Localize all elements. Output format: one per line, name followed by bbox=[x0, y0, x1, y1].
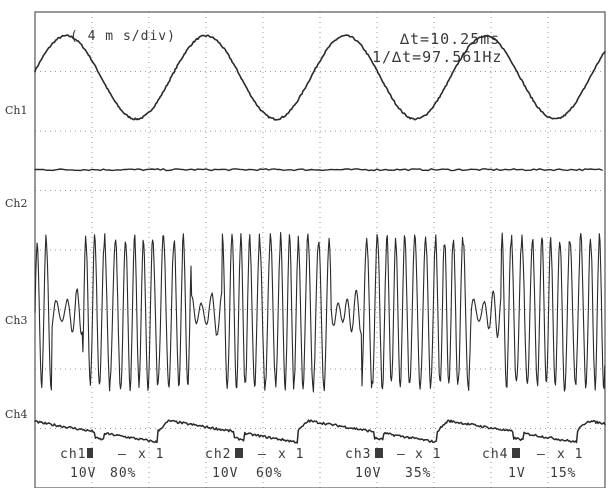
traces bbox=[34, 34, 606, 444]
ch3-probe: x 1 bbox=[415, 447, 441, 462]
ch3-volts-div: 10V bbox=[355, 466, 381, 481]
ch1-position: 80% bbox=[110, 466, 136, 481]
ch2-volts-div: 10V bbox=[212, 466, 238, 481]
ch4-coupling: – bbox=[537, 447, 546, 462]
ch3-coupling: – bbox=[397, 447, 406, 462]
ch2-marker-icon bbox=[235, 448, 243, 458]
trace-ch4 bbox=[34, 419, 606, 444]
ch2-settings: ch2 – x 1 10V 60% bbox=[205, 447, 304, 481]
channel-label-ch4: Ch4 bbox=[5, 408, 28, 421]
channel-label-ch1: Ch1 bbox=[5, 104, 28, 117]
trace-ch3 bbox=[34, 232, 606, 393]
ch4-settings: ch4 – x 1 1V 15% bbox=[482, 447, 583, 481]
channel-label-ch2: Ch2 bbox=[5, 197, 28, 210]
ch1-marker-icon bbox=[87, 448, 93, 458]
ch4-marker-icon bbox=[512, 448, 520, 458]
ch1-settings: ch1 – x 1 10V 80% bbox=[60, 447, 164, 481]
ch4-id: ch4 bbox=[482, 447, 508, 462]
timebase-readout: ( 4 m s/div) bbox=[70, 29, 176, 44]
channel-settings: ch1 – x 1 10V 80% ch2 – x 1 10V 60% ch3 … bbox=[60, 447, 583, 481]
ch1-coupling: – bbox=[118, 447, 127, 462]
trace-ch2 bbox=[34, 168, 603, 172]
ch3-id: ch3 bbox=[345, 447, 371, 462]
ch3-settings: ch3 – x 1 10V 35% bbox=[345, 447, 441, 481]
inverse-delta-t-readout: 1/∆t=97.561Hz bbox=[372, 48, 502, 66]
ch4-position: 15% bbox=[550, 466, 576, 481]
ch2-position: 60% bbox=[256, 466, 282, 481]
ch2-coupling: – bbox=[258, 447, 267, 462]
ch2-probe: x 1 bbox=[278, 447, 304, 462]
ch1-volts-div: 10V bbox=[70, 466, 96, 481]
ch1-id: ch1 bbox=[60, 447, 86, 462]
ch4-probe: x 1 bbox=[557, 447, 583, 462]
ch3-marker-icon bbox=[375, 448, 383, 458]
ch2-id: ch2 bbox=[205, 447, 231, 462]
trace-ch1 bbox=[34, 34, 606, 121]
grid bbox=[35, 12, 605, 488]
ch4-volts-div: 1V bbox=[508, 466, 526, 481]
delta-t-readout: ∆t=10.25ms bbox=[399, 30, 500, 48]
screen-frame bbox=[34, 11, 606, 488]
ch1-probe: x 1 bbox=[138, 447, 164, 462]
ch3-position: 35% bbox=[405, 466, 431, 481]
channel-label-ch3: Ch3 bbox=[5, 314, 28, 327]
